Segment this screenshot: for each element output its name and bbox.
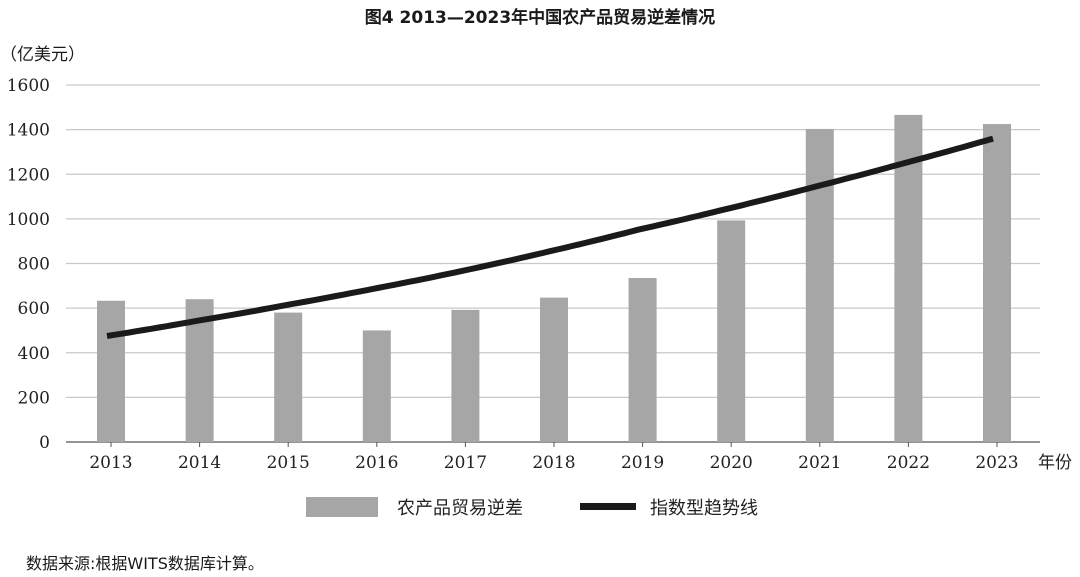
y-axis-ticks: 0 200 400 600 800 1000 1200 1400 1600	[7, 76, 50, 453]
x-tick-label: 2013	[89, 453, 132, 473]
x-tick-label: 2018	[532, 453, 575, 473]
bar-2019	[628, 278, 657, 442]
legend: 农产品贸易逆差 指数型趋势线	[306, 497, 758, 519]
x-tick-label: 2014	[178, 453, 221, 473]
y-tick-label: 1000	[7, 210, 50, 230]
legend-swatch-line	[580, 503, 636, 510]
bar-2021	[805, 128, 834, 442]
y-tick-label: 1400	[7, 121, 50, 141]
y-tick-label: 200	[18, 388, 50, 408]
y-tick-label: 400	[18, 344, 50, 364]
y-tick-label: 800	[18, 255, 50, 275]
legend-label-line: 指数型趋势线	[650, 498, 758, 519]
bar-2017	[451, 309, 480, 442]
y-tick-label: 0	[39, 433, 50, 453]
x-axis-label: 年份	[1038, 453, 1072, 473]
y-tick-label: 1200	[7, 165, 50, 185]
y-axis-label: （亿美元）	[0, 45, 85, 65]
bar-2023	[983, 124, 1011, 442]
y-tick-label: 600	[18, 299, 50, 319]
bar-2013	[97, 300, 125, 442]
bar-2016	[362, 330, 391, 442]
x-tick-label: 2020	[710, 453, 753, 473]
trendline	[106, 135, 994, 339]
y-tick-label: 1600	[7, 76, 50, 96]
bar-2020	[717, 220, 746, 442]
legend-swatch-bar	[306, 497, 378, 517]
bar-2015	[274, 312, 303, 442]
x-axis-ticks: 2013 2014 2015 2016 2017 2018 2019 2020 2021 2022…	[89, 442, 1019, 473]
x-tick-label: 2017	[444, 453, 487, 473]
gridlines	[66, 84, 1040, 443]
x-tick-label: 2021	[798, 453, 841, 473]
x-tick-label: 2023	[975, 453, 1018, 473]
bar-2022	[894, 114, 923, 443]
legend-label-bar: 农产品贸易逆差	[397, 498, 523, 519]
source-note: 数据来源:根据WITS数据库计算。	[26, 554, 264, 573]
x-tick-label: 2016	[355, 453, 398, 473]
x-tick-label: 2019	[621, 453, 664, 473]
bar-series	[97, 114, 1011, 443]
x-tick-label: 2015	[267, 453, 310, 473]
bar-2018	[540, 297, 568, 442]
x-tick-label: 2022	[887, 453, 930, 473]
chart-title: 图4 2013—2023年中国农产品贸易逆差情况	[365, 7, 715, 28]
